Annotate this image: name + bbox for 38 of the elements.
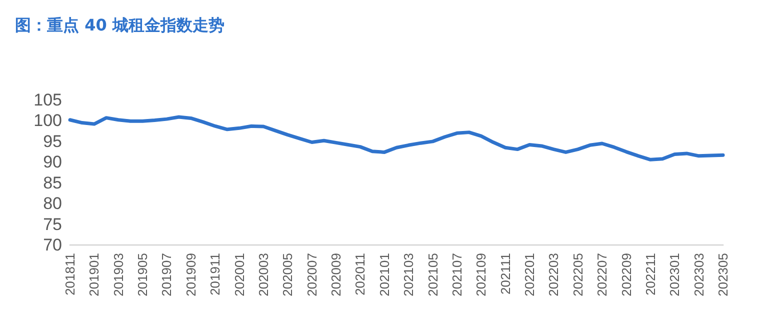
x-tick-label: 202005: [280, 253, 296, 296]
x-tick-label: 202001: [232, 253, 247, 296]
x-tick-label: 202007: [304, 253, 320, 296]
y-tick-label: 90: [43, 152, 62, 172]
x-tick-label: 202209: [618, 253, 634, 296]
y-tick-label: 85: [43, 173, 62, 192]
x-tick-label: 202211: [642, 253, 658, 296]
x-tick-label: 202203: [546, 253, 562, 296]
y-tick-label: 75: [43, 214, 62, 234]
x-tick-label: 202201: [522, 253, 538, 296]
x-tick-label: 201905: [135, 253, 150, 296]
x-tick-label: 202011: [352, 253, 368, 296]
x-tick-label: 202101: [376, 253, 392, 296]
y-tick-label: 100: [34, 111, 62, 130]
x-tick-label: 202305: [716, 253, 730, 296]
x-tick-label: 201811: [62, 253, 78, 296]
x-tick-label: 202111: [498, 253, 513, 294]
x-tick-label: 202301: [667, 253, 682, 296]
x-tick-label: 202205: [570, 253, 586, 296]
x-tick-label: 201903: [110, 253, 126, 296]
x-tick-label: 202107: [449, 253, 464, 296]
x-tick-label: 201901: [86, 253, 102, 296]
x-tick-label: 201911: [208, 253, 223, 296]
chart-title: 图：重点 40 城租金指数走势: [15, 16, 224, 34]
x-tick-label: 202303: [691, 253, 706, 296]
x-tick-label: 202003: [256, 253, 271, 296]
x-tick-label: 202009: [328, 253, 344, 296]
x-tick-label: 202105: [425, 253, 440, 296]
y-tick-label: 95: [43, 132, 62, 151]
x-tick-label: 201907: [159, 253, 174, 296]
y-tick-label: 70: [43, 236, 62, 254]
x-tick-label: 202207: [594, 253, 610, 296]
x-tick-label: 202109: [474, 253, 489, 296]
y-tick-label: 105: [34, 90, 62, 110]
line-series: [68, 115, 725, 162]
x-tick-label: 201909: [183, 253, 198, 296]
x-tick-label: 202103: [401, 253, 416, 296]
y-tick-label: 80: [43, 194, 62, 214]
